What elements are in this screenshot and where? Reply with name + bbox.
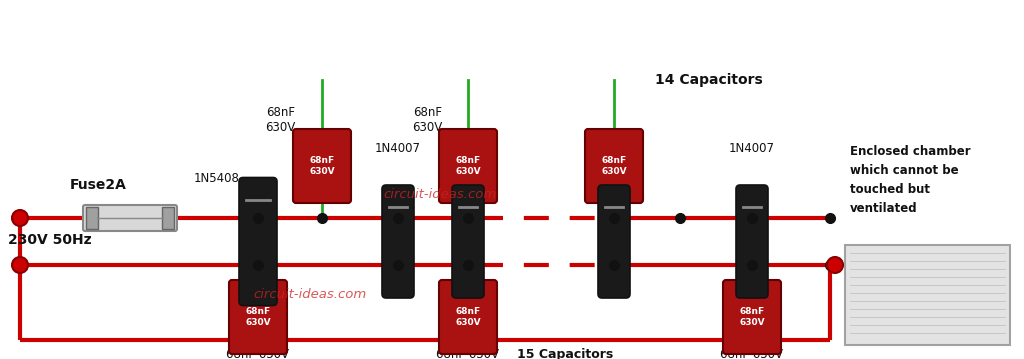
Text: 68nF
630V: 68nF 630V	[265, 106, 295, 134]
FancyBboxPatch shape	[452, 185, 484, 298]
FancyBboxPatch shape	[229, 280, 287, 354]
Circle shape	[12, 210, 28, 226]
Text: 1N4007: 1N4007	[591, 142, 637, 155]
FancyBboxPatch shape	[439, 280, 497, 354]
FancyBboxPatch shape	[239, 177, 278, 306]
Text: 68nF
630V: 68nF 630V	[412, 106, 442, 134]
Text: 68nF 630V: 68nF 630V	[436, 348, 500, 359]
Text: Enclosed chamber
which cannot be
touched but
ventilated: Enclosed chamber which cannot be touched…	[850, 145, 971, 215]
Text: 68nF
630V: 68nF 630V	[601, 156, 627, 176]
Text: circuit-ideas.com: circuit-ideas.com	[383, 188, 497, 201]
Text: 68nF
630V: 68nF 630V	[456, 156, 481, 176]
Text: 68nF
630V: 68nF 630V	[739, 307, 765, 327]
Text: 68nF 630V: 68nF 630V	[226, 348, 290, 359]
Text: 1N4007: 1N4007	[729, 142, 775, 155]
Text: Fuse2A: Fuse2A	[70, 178, 127, 192]
Text: 1N4007: 1N4007	[445, 142, 490, 155]
FancyBboxPatch shape	[382, 185, 414, 298]
Bar	[845, 245, 1010, 345]
Text: circuit-ideas.com: circuit-ideas.com	[253, 289, 367, 302]
FancyBboxPatch shape	[83, 205, 177, 231]
FancyBboxPatch shape	[723, 280, 781, 354]
Bar	[162, 207, 174, 229]
FancyBboxPatch shape	[439, 129, 497, 203]
Text: 15 Capacitors: 15 Capacitors	[517, 348, 613, 359]
FancyBboxPatch shape	[736, 185, 768, 298]
Text: 230V 50Hz: 230V 50Hz	[8, 233, 91, 247]
Text: 1N5408: 1N5408	[195, 172, 240, 185]
Text: 68nF
630V: 68nF 630V	[245, 307, 270, 327]
FancyBboxPatch shape	[585, 129, 643, 203]
FancyBboxPatch shape	[598, 185, 630, 298]
Bar	[86, 207, 98, 229]
FancyBboxPatch shape	[293, 129, 351, 203]
Text: 1N4007: 1N4007	[375, 142, 421, 155]
Text: 14 Capacitors: 14 Capacitors	[655, 73, 763, 87]
Text: 68nF
630V: 68nF 630V	[456, 307, 481, 327]
Text: 68nF
630V: 68nF 630V	[309, 156, 335, 176]
Text: 68nF 630V: 68nF 630V	[721, 348, 783, 359]
Circle shape	[12, 257, 28, 273]
Circle shape	[827, 257, 843, 273]
